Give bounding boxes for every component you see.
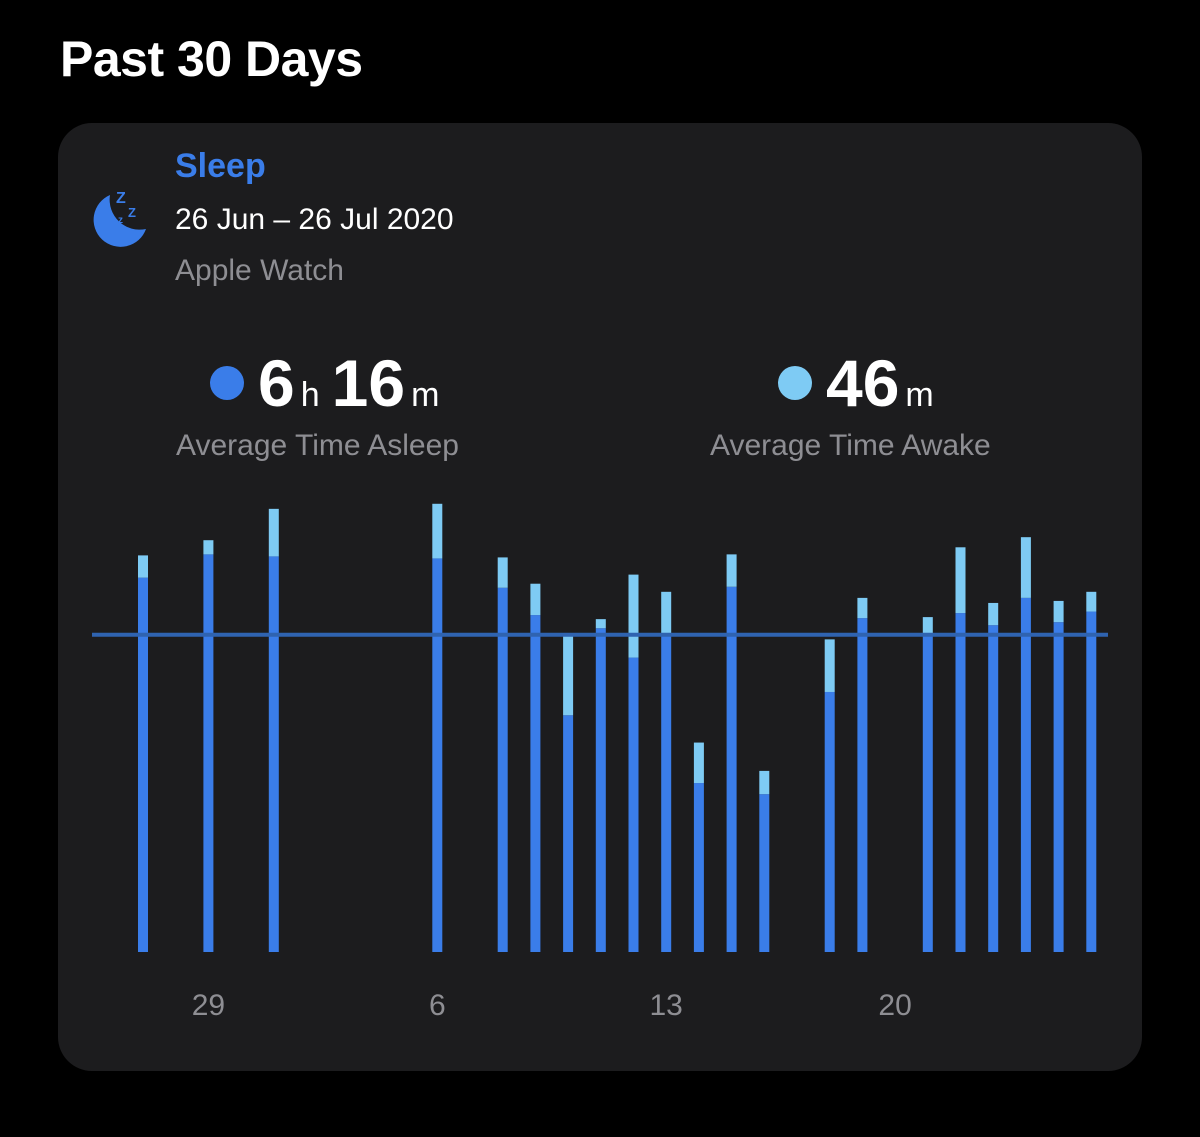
x-tick-label: 13 — [650, 989, 683, 1022]
awake-minutes-unit: m — [905, 376, 934, 414]
date-range: 26 Jun – 26 Jul 2020 — [175, 203, 454, 236]
bar-awake — [726, 554, 737, 587]
page-title: Past 30 Days — [60, 31, 363, 87]
bar-asleep — [628, 657, 639, 952]
bar-awake — [1053, 600, 1064, 623]
bar-awake — [530, 583, 541, 616]
asleep-hours: 6 — [258, 346, 295, 420]
bar-asleep — [203, 554, 214, 952]
moon-zzz-icon: Z Z z — [93, 190, 146, 247]
bar-asleep — [759, 794, 770, 952]
bar-awake — [661, 591, 672, 634]
bar-awake — [203, 540, 214, 555]
svg-text:z: z — [118, 215, 123, 226]
bar-awake — [138, 555, 148, 578]
bar-asleep — [726, 586, 737, 952]
bar-asleep — [857, 618, 868, 952]
awake-dot — [778, 366, 812, 400]
bar-asleep — [530, 615, 541, 952]
bar-awake — [628, 574, 639, 658]
bar-awake — [497, 557, 508, 588]
bar-awake — [824, 639, 835, 692]
bar-asleep — [595, 628, 606, 952]
asleep-hours-unit: h — [300, 376, 320, 414]
asleep-minutes-unit: m — [411, 376, 440, 414]
bar-awake — [693, 742, 704, 784]
awake-minutes: 46 — [826, 346, 900, 420]
x-tick-label: 29 — [192, 989, 225, 1022]
bar-asleep — [955, 613, 966, 952]
category-title: Sleep — [175, 147, 266, 185]
bar-asleep — [138, 577, 148, 952]
x-tick-label: 6 — [429, 989, 446, 1022]
bar-asleep — [268, 556, 279, 952]
sleep-bar-chart: 29 6 13 20 — [92, 503, 1108, 1022]
bar-asleep — [988, 625, 999, 952]
bar-asleep — [497, 587, 508, 952]
bar-asleep — [693, 783, 704, 952]
bar-awake — [1086, 591, 1097, 612]
bar-awake — [759, 770, 770, 795]
bar-asleep — [661, 633, 672, 952]
svg-text:Z: Z — [116, 190, 126, 207]
bar-asleep — [563, 715, 574, 952]
bar-asleep — [824, 691, 835, 952]
bar-awake — [268, 508, 279, 557]
svg-text:Z: Z — [128, 205, 136, 220]
asleep-minutes: 16 — [331, 346, 406, 420]
bar-asleep — [922, 635, 933, 952]
bar-asleep — [1086, 611, 1097, 952]
bar-awake — [1020, 537, 1031, 598]
bar-asleep — [1020, 597, 1031, 952]
sleep-card[interactable]: Z Z z Sleep 26 Jun – 26 Jul 2020 Apple W… — [58, 123, 1142, 1071]
bar-awake — [955, 547, 966, 614]
bar-awake — [988, 602, 999, 626]
bar-awake — [595, 619, 606, 629]
stat-awake: 46 m Average Time Awake — [710, 345, 991, 463]
x-tick-label: 20 — [878, 989, 911, 1022]
bar-awake — [563, 635, 574, 716]
bar-awake — [432, 503, 443, 559]
bar-asleep — [1053, 622, 1064, 952]
bar-asleep — [432, 558, 443, 952]
stat-asleep: 6 h 16 m Average Time Asleep — [176, 345, 459, 463]
data-source: Apple Watch — [175, 254, 344, 287]
asleep-label: Average Time Asleep — [176, 429, 459, 462]
bar-awake — [922, 617, 933, 636]
bar-awake — [857, 597, 868, 619]
asleep-dot — [210, 366, 244, 400]
awake-label: Average Time Awake — [710, 429, 991, 462]
